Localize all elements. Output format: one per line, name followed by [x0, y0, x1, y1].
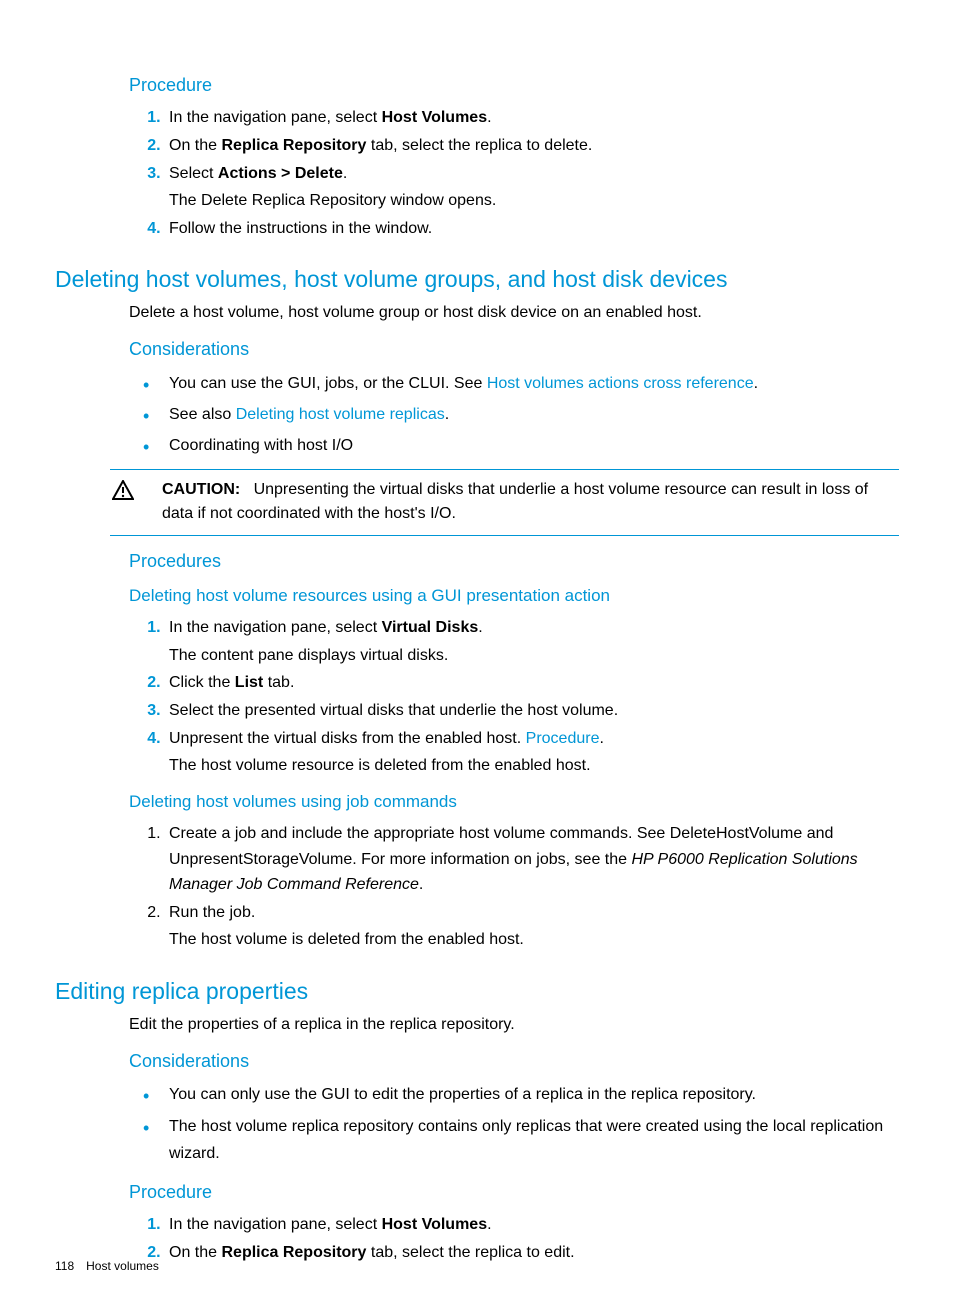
- caution-box: CAUTION: Unpresenting the virtual disks …: [110, 469, 899, 535]
- step-text: tab, select the replica to delete.: [366, 137, 592, 154]
- text: .: [754, 375, 758, 392]
- step-text: Follow the instructions in the window.: [169, 220, 432, 237]
- section-heading-deleting: Deleting host volumes, host volume group…: [55, 265, 899, 295]
- step-text: In the navigation pane, select: [169, 109, 382, 126]
- step-text: .: [599, 730, 603, 747]
- step-2: On the Replica Repository tab, select th…: [165, 133, 899, 159]
- text: You can use the GUI, jobs, or the CLUI. …: [169, 375, 487, 392]
- list-item: Coordinating with host I/O: [165, 432, 899, 459]
- subprocedure-heading: Deleting host volumes using job commands: [129, 791, 899, 813]
- step-text: tab, select the replica to edit.: [366, 1244, 574, 1261]
- chapter-name: Host volumes: [86, 1259, 159, 1273]
- step-text: In the navigation pane, select: [169, 1216, 382, 1233]
- step-text: Run the job.: [169, 904, 255, 921]
- cross-reference-link[interactable]: Host volumes actions cross reference: [487, 375, 754, 392]
- step-1: Create a job and include the appropriate…: [165, 821, 899, 898]
- bold-text: Replica Repository: [221, 1244, 366, 1261]
- step-2: On the Replica Repository tab, select th…: [165, 1240, 899, 1266]
- step-text: In the navigation pane, select: [169, 619, 382, 636]
- step-1: In the navigation pane, select Virtual D…: [165, 615, 899, 668]
- step-text: .: [419, 876, 423, 893]
- procedure-steps: In the navigation pane, select Host Volu…: [129, 1212, 899, 1265]
- step-text: .: [343, 165, 347, 182]
- step-text: .: [478, 619, 482, 636]
- step-text: .: [487, 1216, 491, 1233]
- text: .: [445, 406, 449, 423]
- text: You can only use the GUI to edit the pro…: [169, 1086, 756, 1103]
- caution-label: CAUTION:: [162, 481, 240, 498]
- step-text: Unpresent the virtual disks from the ena…: [169, 730, 526, 747]
- text: The host volume replica repository conta…: [169, 1118, 883, 1162]
- step-2: Click the List tab.: [165, 670, 899, 696]
- page-number: 118: [55, 1259, 74, 1273]
- caution-text: Unpresenting the virtual disks that unde…: [162, 481, 868, 521]
- step-subtext: The host volume is deleted from the enab…: [169, 927, 899, 953]
- procedure-steps: In the navigation pane, select Host Volu…: [129, 105, 899, 241]
- step-1: In the navigation pane, select Host Volu…: [165, 105, 899, 131]
- bold-text: Actions > Delete: [218, 165, 343, 182]
- page-container: Procedure In the navigation pane, select…: [0, 0, 954, 1303]
- bold-text: Host Volumes: [382, 1216, 488, 1233]
- list-item: You can only use the GUI to edit the pro…: [165, 1081, 899, 1108]
- section-heading-editing: Editing replica properties: [55, 977, 899, 1007]
- step-2: Run the job. The host volume is deleted …: [165, 900, 899, 953]
- procedure-heading: Procedure: [129, 74, 899, 97]
- step-text: Select the presented virtual disks that …: [169, 702, 618, 719]
- list-item: See also Deleting host volume replicas.: [165, 401, 899, 428]
- step-subtext: The content pane displays virtual disks.: [169, 643, 899, 669]
- intro-para: Delete a host volume, host volume group …: [129, 301, 899, 324]
- considerations-heading: Considerations: [129, 338, 899, 361]
- step-4: Unpresent the virtual disks from the ena…: [165, 726, 899, 779]
- subprocedure-heading: Deleting host volume resources using a G…: [129, 585, 899, 607]
- list-item: You can use the GUI, jobs, or the CLUI. …: [165, 370, 899, 397]
- procedure-link[interactable]: Procedure: [526, 730, 600, 747]
- intro-para: Edit the properties of a replica in the …: [129, 1013, 899, 1036]
- bold-text: Virtual Disks: [382, 619, 479, 636]
- cross-reference-link[interactable]: Deleting host volume replicas: [236, 406, 445, 423]
- caution-icon: [110, 478, 162, 524]
- bold-text: Replica Repository: [221, 137, 366, 154]
- bold-text: List: [235, 674, 263, 691]
- procedure-b-steps: Create a job and include the appropriate…: [129, 821, 899, 953]
- step-3: Select the presented virtual disks that …: [165, 698, 899, 724]
- step-3: Select Actions > Delete. The Delete Repl…: [165, 161, 899, 214]
- step-text: Select: [169, 165, 218, 182]
- procedure-a-steps: In the navigation pane, select Virtual D…: [129, 615, 899, 779]
- step-text: Click the: [169, 674, 235, 691]
- considerations-list: You can use the GUI, jobs, or the CLUI. …: [129, 370, 899, 460]
- step-1: In the navigation pane, select Host Volu…: [165, 1212, 899, 1238]
- considerations-heading: Considerations: [129, 1050, 899, 1073]
- procedures-heading: Procedures: [129, 550, 899, 573]
- step-subtext: The host volume resource is deleted from…: [169, 753, 899, 779]
- considerations-list: You can only use the GUI to edit the pro…: [129, 1081, 899, 1167]
- step-4: Follow the instructions in the window.: [165, 216, 899, 242]
- list-item: The host volume replica repository conta…: [165, 1113, 899, 1167]
- page-footer: 118 Host volumes: [55, 1259, 159, 1273]
- text: See also: [169, 406, 236, 423]
- caution-content: CAUTION: Unpresenting the virtual disks …: [162, 478, 899, 524]
- bold-text: Host Volumes: [382, 109, 488, 126]
- step-text: On the: [169, 1244, 221, 1261]
- procedure-heading: Procedure: [129, 1181, 899, 1204]
- step-subtext: The Delete Replica Repository window ope…: [169, 188, 899, 214]
- step-text: On the: [169, 137, 221, 154]
- step-text: tab.: [263, 674, 294, 691]
- step-text: .: [487, 109, 491, 126]
- text: Coordinating with host I/O: [169, 437, 353, 454]
